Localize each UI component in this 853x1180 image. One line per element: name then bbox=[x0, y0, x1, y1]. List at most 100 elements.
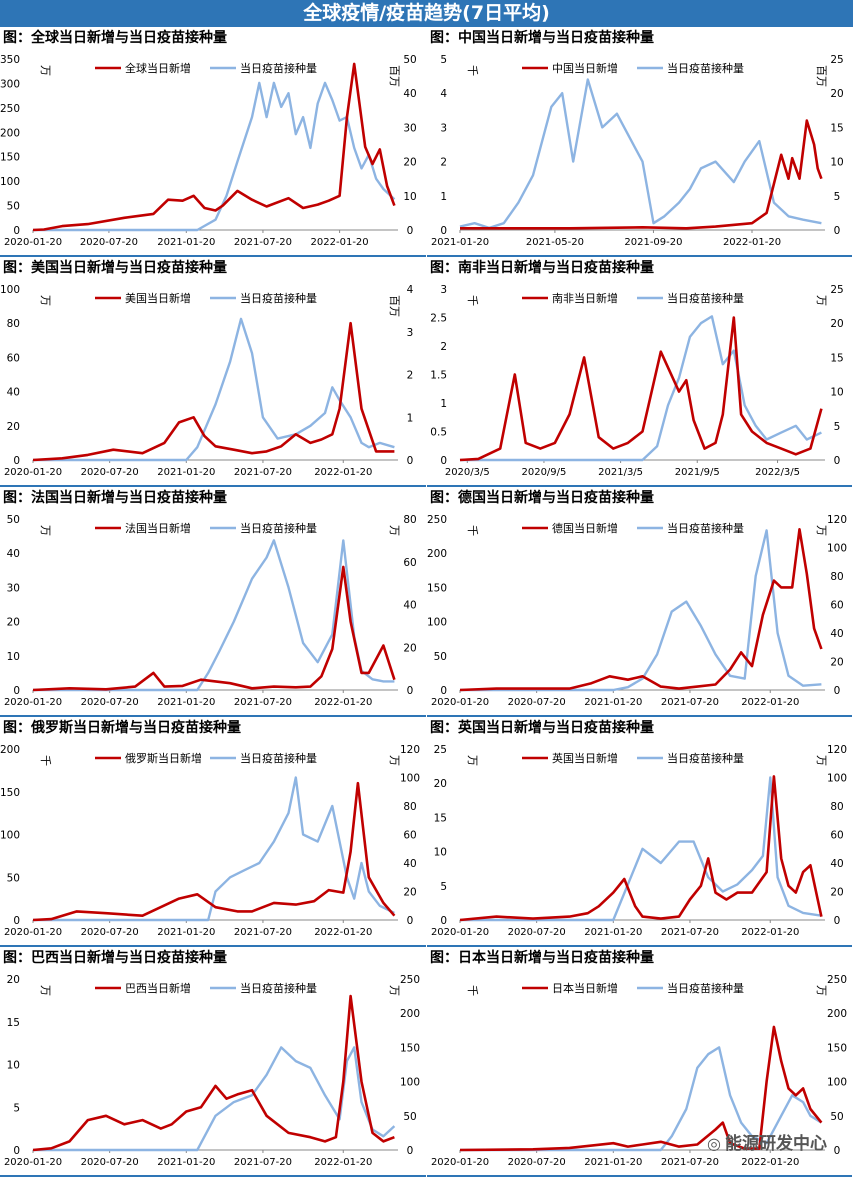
left-tick-label: 40 bbox=[7, 387, 20, 399]
chart-panel-usa: 图：美国当日新增与当日疫苗接种量 0 20 40 60 80 100 0 1 2 3 4 万 百万 2020… bbox=[0, 257, 426, 487]
right-tick-label: 4 bbox=[407, 284, 414, 296]
right-tick-label: 5 bbox=[834, 421, 841, 433]
chart-legend: 俄罗斯当日新增 当日疫苗接种量 bbox=[95, 751, 317, 765]
x-tick-label: 2020-07-20 bbox=[508, 1157, 566, 1168]
x-tick-label: 2020-01-20 bbox=[4, 467, 62, 478]
right-tick-label: 0 bbox=[834, 455, 841, 467]
right-tick-label: 0 bbox=[407, 225, 414, 237]
left-tick-label: 20 bbox=[434, 778, 447, 790]
chart-svg: 0 50 100 150 200 250 0 20 40 60 80 100 120 千 万 2020-01-… bbox=[427, 514, 847, 708]
watermark: ◎ 能源研发中心 bbox=[707, 1129, 827, 1154]
x-tick-label: 2021-01-20 bbox=[157, 237, 215, 248]
left-tick-label: 80 bbox=[7, 318, 20, 330]
chart-title: 图：俄罗斯当日新增与当日疫苗接种量 bbox=[3, 720, 241, 736]
x-tick-label: 2021-07-20 bbox=[234, 467, 292, 478]
left-tick-label: 60 bbox=[7, 352, 20, 364]
chart-panel-global: 图：全球当日新增与当日疫苗接种量 0 50 100 150 200 250 300 350 0 10… bbox=[0, 27, 426, 257]
legend-label-cases: 法国当日新增 bbox=[125, 521, 191, 535]
x-tick-label: 2021-09-20 bbox=[624, 237, 682, 248]
left-tick-label: 250 bbox=[427, 514, 447, 526]
right-tick-label: 1 bbox=[407, 412, 414, 424]
left-unit-label: 千 bbox=[39, 755, 52, 766]
left-unit-label: 万 bbox=[466, 755, 479, 766]
left-tick-label: 3 bbox=[440, 284, 447, 296]
x-tick-label: 2020-07-20 bbox=[508, 697, 566, 708]
right-tick-label: 10 bbox=[403, 191, 416, 203]
right-tick-label: 120 bbox=[827, 744, 847, 756]
right-tick-label: 50 bbox=[403, 54, 416, 66]
left-tick-label: 0 bbox=[440, 915, 447, 927]
x-tick-label: 2021-01-20 bbox=[157, 697, 215, 708]
right-unit-label: 万 bbox=[388, 755, 401, 766]
legend-label-vaccine: 当日疫苗接种量 bbox=[667, 521, 744, 535]
right-tick-label: 80 bbox=[830, 801, 843, 813]
left-tick-label: 100 bbox=[0, 284, 20, 296]
series-line-cases bbox=[459, 316, 823, 462]
left-tick-label: 100 bbox=[0, 830, 20, 842]
left-tick-label: 15 bbox=[434, 812, 447, 824]
x-tick-label: 2022-01-20 bbox=[741, 1157, 799, 1168]
right-tick-label: 25 bbox=[830, 54, 843, 66]
right-tick-label: 120 bbox=[400, 744, 420, 756]
x-tick-label: 2020-01-20 bbox=[4, 237, 62, 248]
x-tick-label: 2022/3/5 bbox=[755, 467, 800, 478]
right-tick-label: 100 bbox=[827, 1077, 847, 1089]
left-tick-label: 100 bbox=[427, 617, 447, 629]
x-tick-label: 2021-07-20 bbox=[661, 1157, 719, 1168]
right-tick-label: 60 bbox=[830, 830, 843, 842]
left-unit-label: 千 bbox=[466, 985, 479, 996]
series-line-cases bbox=[32, 781, 396, 922]
left-unit-label: 万 bbox=[39, 65, 52, 76]
x-tick-label: 2020-07-20 bbox=[81, 927, 139, 938]
x-tick-label: 2021-05-20 bbox=[526, 237, 584, 248]
left-tick-label: 40 bbox=[7, 548, 20, 560]
right-tick-label: 0 bbox=[407, 1145, 414, 1157]
series-line-vaccine bbox=[460, 776, 822, 922]
chart-title: 图：英国当日新增与当日疫苗接种量 bbox=[430, 720, 654, 736]
x-tick-label: 2021/3/5 bbox=[598, 467, 643, 478]
x-tick-label: 2022-01-20 bbox=[314, 1157, 372, 1168]
left-unit-label: 万 bbox=[39, 985, 52, 996]
x-tick-label: 2020-07-20 bbox=[80, 237, 138, 248]
left-tick-label: 10 bbox=[7, 1060, 20, 1072]
left-tick-label: 1 bbox=[440, 398, 447, 410]
right-unit-label: 百万 bbox=[388, 295, 401, 317]
left-tick-label: 20 bbox=[7, 617, 20, 629]
right-tick-label: 150 bbox=[827, 1042, 847, 1054]
left-tick-label: 0 bbox=[13, 685, 20, 697]
right-tick-label: 60 bbox=[403, 830, 416, 842]
x-tick-label: 2020/9/5 bbox=[521, 467, 566, 478]
watermark-text: 能源研发中心 bbox=[725, 1134, 827, 1154]
left-tick-label: 10 bbox=[7, 651, 20, 663]
chart-title: 图：美国当日新增与当日疫苗接种量 bbox=[3, 260, 227, 276]
left-unit-label: 千 bbox=[466, 525, 479, 536]
x-tick-label: 2021-07-20 bbox=[234, 697, 292, 708]
x-tick-label: 2022-01-20 bbox=[314, 697, 372, 708]
left-tick-label: 250 bbox=[0, 103, 20, 115]
x-tick-label: 2022-01-20 bbox=[741, 927, 799, 938]
series-line-vaccine bbox=[460, 315, 822, 462]
x-tick-label: 2021-01-20 bbox=[157, 1157, 215, 1168]
chart-panel-russia: 图：俄罗斯当日新增与当日疫苗接种量 0 50 100 150 200 0 20 40 60 80 10… bbox=[0, 717, 426, 947]
right-tick-label: 2 bbox=[407, 370, 414, 382]
left-unit-label: 千 bbox=[466, 65, 479, 76]
legend-label-cases: 全球当日新增 bbox=[125, 61, 191, 75]
right-tick-label: 80 bbox=[403, 801, 416, 813]
series-line-vaccine bbox=[33, 776, 395, 922]
left-tick-label: 50 bbox=[7, 514, 20, 526]
chart-title: 图：中国当日新增与当日疫苗接种量 bbox=[430, 30, 654, 46]
right-tick-label: 100 bbox=[827, 543, 847, 555]
legend-label-vaccine: 当日疫苗接种量 bbox=[240, 521, 317, 535]
right-tick-label: 200 bbox=[827, 1008, 847, 1020]
x-tick-label: 2021-07-20 bbox=[661, 927, 719, 938]
chart-title: 图：日本当日新增与当日疫苗接种量 bbox=[430, 950, 654, 966]
chart-legend: 中国当日新增 当日疫苗接种量 bbox=[522, 61, 744, 75]
right-unit-label: 万 bbox=[388, 985, 401, 996]
left-tick-label: 3 bbox=[440, 122, 447, 134]
left-tick-label: 0 bbox=[13, 225, 20, 237]
right-tick-label: 0 bbox=[834, 685, 841, 697]
x-tick-label: 2021-01-20 bbox=[584, 1157, 642, 1168]
right-unit-label: 万 bbox=[388, 525, 401, 536]
